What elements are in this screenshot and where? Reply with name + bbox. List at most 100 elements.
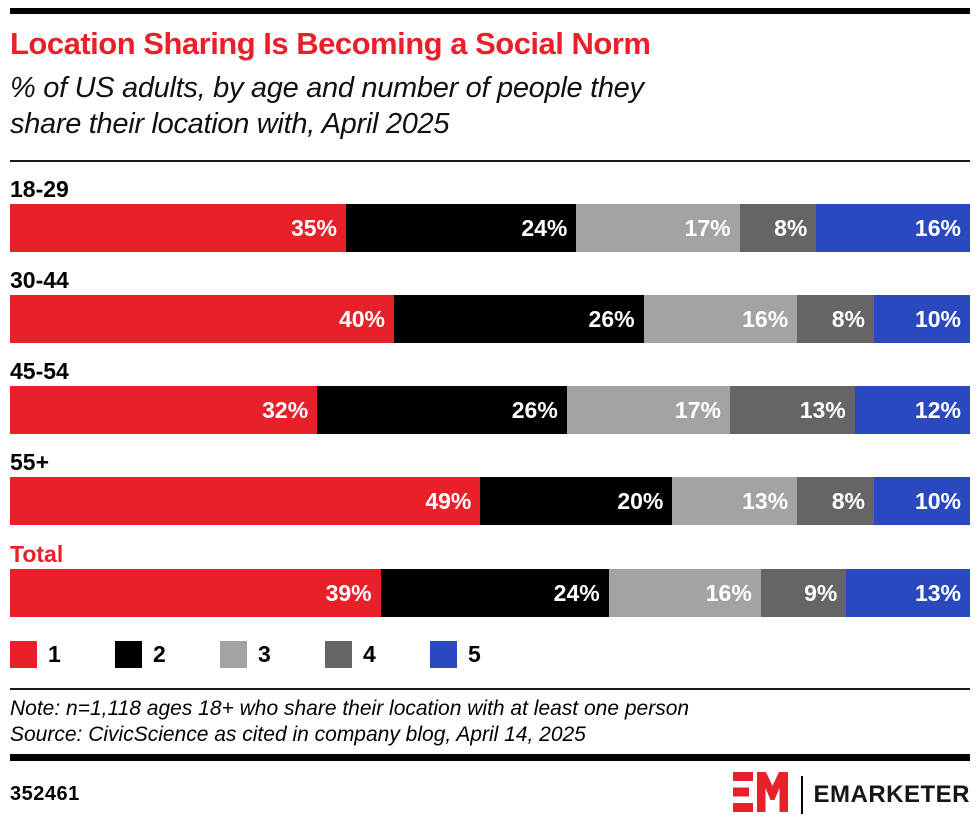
stacked-bar-18-29: 35% 24% 17% 8% 16% bbox=[10, 204, 970, 252]
bar-segment-total-4: 9% bbox=[760, 569, 847, 617]
bar-value-label: 10% bbox=[914, 487, 961, 514]
bar-row-total: Total 39% 24% 16% 9% 13% bbox=[10, 539, 970, 617]
bar-value-label: 40% bbox=[338, 305, 385, 332]
bar-value-label: 24% bbox=[553, 579, 600, 606]
top-rule bbox=[10, 8, 970, 14]
bar-segment-total-2: 24% bbox=[380, 569, 609, 617]
bar-segment-45-54-2: 26% bbox=[317, 386, 567, 434]
emarketer-logo: EMARKETER bbox=[733, 772, 970, 817]
legend-label-5: 5 bbox=[468, 641, 481, 667]
legend-swatch-2 bbox=[115, 641, 142, 668]
bar-value-label: 13% bbox=[914, 579, 961, 606]
bar-value-label: 8% bbox=[831, 305, 865, 332]
stacked-bar-30-44: 40% 26% 16% 8% 10% bbox=[10, 295, 970, 343]
note-text: Note: n=1,118 ages 18+ who share their l… bbox=[10, 697, 690, 720]
bar-row-45-54: 45-54 32% 26% 17% 13% 12% bbox=[10, 356, 970, 434]
legend-label-1: 1 bbox=[48, 641, 61, 667]
legend: 1 2 3 4 5 bbox=[10, 641, 970, 668]
bar-value-label: 17% bbox=[684, 214, 731, 241]
stacked-bar-45-54: 32% 26% 17% 13% 12% bbox=[10, 386, 970, 434]
bar-value-label: 13% bbox=[742, 487, 789, 514]
bar-value-label: 16% bbox=[705, 579, 752, 606]
bar-segment-30-44-2: 26% bbox=[394, 295, 644, 343]
bar-segment-total-3: 16% bbox=[608, 569, 761, 617]
bar-value-label: 10% bbox=[914, 305, 961, 332]
bar-value-label: 16% bbox=[742, 305, 789, 332]
legend-item-2: 2 bbox=[115, 641, 220, 668]
category-label-55: 55+ bbox=[10, 448, 50, 475]
legend-item-3: 3 bbox=[220, 641, 325, 668]
legend-label-3: 3 bbox=[258, 641, 271, 667]
bar-row-30-44: 30-44 40% 26% 16% 8% 10% bbox=[10, 265, 970, 343]
bar-segment-18-29-4: 8% bbox=[739, 204, 817, 252]
bar-segment-18-29-2: 24% bbox=[346, 204, 577, 252]
bar-segment-55-3: 13% bbox=[672, 477, 798, 525]
legend-item-5: 5 bbox=[430, 641, 535, 668]
bar-segment-45-54-4: 13% bbox=[729, 386, 855, 434]
category-label-30-44: 30-44 bbox=[10, 266, 69, 293]
bar-value-label: 26% bbox=[511, 396, 558, 423]
bar-row-55: 55+ 49% 20% 13% 8% 10% bbox=[10, 447, 970, 525]
bar-segment-55-4: 8% bbox=[797, 477, 874, 525]
chart-subtitle: % of US adults, by age and number of peo… bbox=[10, 70, 970, 142]
legend-label-4: 4 bbox=[363, 641, 376, 667]
bar-row-18-29: 18-29 35% 24% 17% 8% 16% bbox=[10, 174, 970, 252]
stacked-bar-total: 39% 24% 16% 9% 13% bbox=[10, 569, 970, 617]
chart-rows: 18-29 35% 24% 17% 8% 16% 30-44 40% 26% 16% 8% 10% 45… bbox=[10, 174, 970, 617]
category-label-18-29: 18-29 bbox=[10, 175, 69, 202]
bar-segment-55-2: 20% bbox=[480, 477, 673, 525]
header-divider bbox=[10, 160, 970, 162]
bar-segment-18-29-5: 16% bbox=[816, 204, 970, 252]
bar-segment-total-1: 39% bbox=[10, 569, 381, 617]
bottom-rule bbox=[10, 754, 970, 761]
brand-name: EMARKETER bbox=[813, 780, 970, 808]
legend-item-1: 1 bbox=[10, 641, 115, 668]
bar-segment-total-5: 13% bbox=[846, 569, 970, 617]
bar-segment-18-29-1: 35% bbox=[10, 204, 346, 252]
bar-segment-45-54-1: 32% bbox=[10, 386, 318, 434]
chart-id: 352461 bbox=[10, 783, 80, 805]
bar-segment-30-44-1: 40% bbox=[10, 295, 394, 343]
footer: 352461 EMARKETER bbox=[10, 761, 970, 827]
bar-value-label: 39% bbox=[325, 579, 372, 606]
bar-value-label: 26% bbox=[588, 305, 635, 332]
source-text: Source: CivicScience as cited in company… bbox=[10, 723, 586, 746]
legend-swatch-3 bbox=[220, 641, 247, 668]
bar-segment-55-5: 10% bbox=[873, 477, 970, 525]
bar-value-label: 24% bbox=[521, 214, 568, 241]
bar-segment-30-44-5: 10% bbox=[873, 295, 970, 343]
legend-swatch-4 bbox=[325, 641, 352, 668]
bar-segment-18-29-3: 17% bbox=[576, 204, 740, 252]
bar-value-label: 13% bbox=[799, 396, 846, 423]
legend-swatch-5 bbox=[430, 641, 457, 668]
bar-value-label: 20% bbox=[617, 487, 664, 514]
legend-swatch-1 bbox=[10, 641, 37, 668]
bar-value-label: 17% bbox=[674, 396, 721, 423]
bar-value-label: 12% bbox=[914, 396, 961, 423]
legend-item-4: 4 bbox=[325, 641, 430, 668]
legend-label-2: 2 bbox=[153, 641, 166, 667]
bar-segment-30-44-3: 16% bbox=[643, 295, 798, 343]
chart-subtitle-line-2: share their location with, April 2025 bbox=[10, 108, 450, 140]
em-monogram-icon bbox=[733, 772, 789, 817]
category-label-45-54: 45-54 bbox=[10, 357, 69, 384]
bar-value-label: 16% bbox=[914, 214, 961, 241]
bar-value-label: 8% bbox=[831, 487, 865, 514]
category-label-total: Total bbox=[10, 540, 64, 567]
bar-value-label: 35% bbox=[290, 214, 337, 241]
stacked-bar-55: 49% 20% 13% 8% 10% bbox=[10, 477, 970, 525]
bar-value-label: 32% bbox=[262, 396, 309, 423]
bar-value-label: 9% bbox=[804, 579, 838, 606]
footnote-divider bbox=[10, 688, 970, 690]
chart-subtitle-line-1: % of US adults, by age and number of peo… bbox=[10, 72, 644, 104]
footnote: Note: n=1,118 ages 18+ who share their l… bbox=[10, 696, 970, 748]
bar-value-label: 49% bbox=[425, 487, 472, 514]
chart-title: Location Sharing Is Becoming a Social No… bbox=[10, 26, 651, 61]
logo-divider bbox=[801, 775, 804, 814]
bar-segment-55-1: 49% bbox=[10, 477, 481, 525]
bar-segment-45-54-3: 17% bbox=[566, 386, 730, 434]
bar-segment-45-54-5: 12% bbox=[854, 386, 970, 434]
bar-value-label: 8% bbox=[774, 214, 808, 241]
bar-segment-30-44-4: 8% bbox=[797, 295, 874, 343]
